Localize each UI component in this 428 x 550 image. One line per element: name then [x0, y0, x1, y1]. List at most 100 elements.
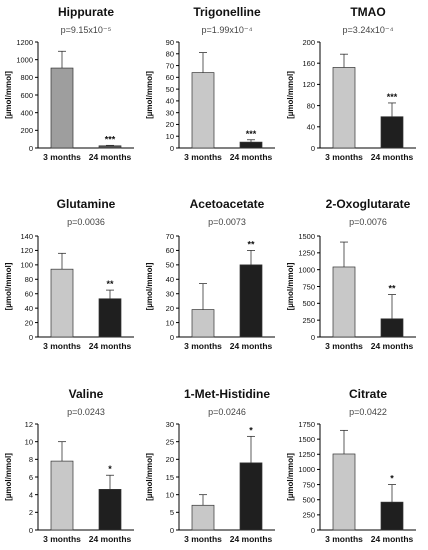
chart-8-significance: * — [390, 474, 394, 484]
chart-3-subtitle: p=0.0036 — [67, 217, 105, 227]
chart-0-ytick-label: 200 — [20, 126, 33, 135]
chart-6-ytick-label: 2 — [29, 508, 33, 517]
chart-3-ytick-label: 60 — [25, 290, 33, 299]
chart-7-category-label: 24 months — [230, 534, 273, 544]
chart-1-title: Trigonelline — [193, 5, 261, 19]
chart-1-ytick-label: 20 — [166, 120, 174, 129]
chart-4: Acetoacetate p=0.0073 [µmol/mmol] 0 10 20 30 40… — [145, 197, 275, 351]
chart-7-ytick-label: 5 — [170, 508, 174, 517]
chart-4-ytick-label: 30 — [166, 290, 174, 299]
chart-3-ytick-label: 80 — [25, 275, 33, 284]
chart-8-ytick-label: 750 — [302, 480, 315, 489]
chart-6-ytick-label: 6 — [29, 473, 33, 482]
chart-4-significance: ** — [247, 239, 255, 249]
chart-3-ytick-label: 120 — [20, 246, 33, 255]
chart-0-ylabel: [µmol/mmol] — [4, 71, 13, 119]
chart-8-ytick-label: 1750 — [298, 420, 315, 429]
chart-0-category-label: 3 months — [43, 152, 81, 162]
chart-8-title: Citrate — [349, 387, 387, 401]
chart-7-ylabel: [µmol/mmol] — [145, 453, 154, 501]
chart-8-category-label: 24 months — [371, 534, 414, 544]
chart-5: 2-Oxoglutarate p=0.0076 [µmol/mmol] 0 250 500… — [286, 197, 416, 351]
chart-7: 1-Met-Histidine p=0.0246 [µmol/mmol] 0 5 10 15… — [145, 387, 275, 544]
chart-1: Trigonelline p=1.99x10⁻⁴ [µmol/mmol] 0 10 20 3… — [145, 5, 275, 162]
chart-2-ytick-label: 120 — [302, 80, 315, 89]
chart-4-ytick-label: 20 — [166, 304, 174, 313]
chart-2-ytick-label: 80 — [307, 101, 315, 110]
chart-4-ytick-label: 60 — [166, 246, 174, 255]
chart-8-subtitle: p=0.0422 — [349, 407, 387, 417]
chart-0-ytick-label: 0 — [29, 144, 33, 153]
chart-2-ytick-label: 40 — [307, 123, 315, 132]
chart-4-bar — [191, 309, 215, 338]
chart-7-ytick-label: 0 — [170, 526, 174, 535]
chart-5-category-label: 3 months — [325, 341, 363, 351]
chart-2-bar — [380, 116, 404, 149]
chart-6-subtitle: p=0.0243 — [67, 407, 105, 417]
chart-8-bar — [332, 453, 356, 531]
chart-0: Hippurate p=9.15x10⁻⁵ [µmol/mmol] 0 200 400 60… — [4, 5, 134, 162]
chart-6: Valine p=0.0243 [µmol/mmol] 0 2 4 6 8 10 12 3 mont… — [4, 387, 134, 544]
chart-6-bar — [98, 489, 122, 531]
chart-8-category-label: 3 months — [325, 534, 363, 544]
chart-4-category-label: 3 months — [184, 341, 222, 351]
chart-5-title: 2-Oxoglutarate — [326, 197, 411, 211]
chart-0-ytick-label: 800 — [20, 73, 33, 82]
chart-2-ytick-label: 160 — [302, 59, 315, 68]
chart-1-ytick-label: 60 — [166, 73, 174, 82]
chart-2-subtitle: p=3.24x10⁻⁴ — [343, 25, 394, 35]
chart-6-ytick-label: 10 — [25, 437, 33, 446]
chart-8-ylabel: [µmol/mmol] — [286, 453, 295, 501]
chart-0-ytick-label: 400 — [20, 108, 33, 117]
chart-0-bar — [50, 67, 74, 149]
chart-1-category-label: 24 months — [230, 152, 273, 162]
chart-2-ytick-label: 0 — [311, 144, 315, 153]
chart-5-category-label: 24 months — [371, 341, 414, 351]
chart-2: TMAO p=3.24x10⁻⁴ [µmol/mmol] 0 40 80 120 160 200… — [286, 5, 416, 162]
chart-4-bar — [239, 264, 263, 338]
chart-1-significance: *** — [246, 129, 257, 139]
chart-3-category-label: 3 months — [43, 341, 81, 351]
chart-4-ytick-label: 70 — [166, 232, 174, 241]
chart-3-ytick-label: 140 — [20, 232, 33, 241]
chart-4-ytick-label: 40 — [166, 275, 174, 284]
chart-3-significance: ** — [106, 279, 114, 289]
chart-5-ytick-label: 1500 — [298, 232, 315, 241]
chart-4-title: Acetoacetate — [190, 197, 265, 211]
chart-4-ytick-label: 10 — [166, 318, 174, 327]
chart-2-title: TMAO — [350, 5, 385, 19]
chart-8: Citrate p=0.0422 [µmol/mmol] 0 250 500 750 1000… — [286, 387, 416, 544]
chart-0-ytick-label: 600 — [20, 91, 33, 100]
chart-1-ytick-label: 80 — [166, 50, 174, 59]
chart-3-category-label: 24 months — [89, 341, 132, 351]
chart-0-subtitle: p=9.15x10⁻⁵ — [61, 25, 112, 35]
chart-4-ytick-label: 0 — [170, 333, 174, 342]
chart-8-ytick-label: 1000 — [298, 465, 315, 474]
chart-1-bar — [239, 141, 263, 149]
chart-7-category-label: 3 months — [184, 534, 222, 544]
chart-3-ytick-label: 0 — [29, 333, 33, 342]
chart-6-category-label: 3 months — [43, 534, 81, 544]
chart-5-ytick-label: 750 — [302, 282, 315, 291]
chart-5-subtitle: p=0.0076 — [349, 217, 387, 227]
chart-2-ytick-label: 200 — [302, 38, 315, 47]
chart-1-bar — [191, 72, 215, 149]
chart-3-ytick-label: 100 — [20, 261, 33, 270]
chart-6-significance: * — [108, 464, 112, 474]
chart-5-significance: ** — [388, 284, 396, 294]
chart-0-category-label: 24 months — [89, 152, 132, 162]
chart-7-subtitle: p=0.0246 — [208, 407, 246, 417]
chart-1-ytick-label: 30 — [166, 108, 174, 117]
chart-6-category-label: 24 months — [89, 534, 132, 544]
chart-0-ytick-label: 1000 — [16, 55, 33, 64]
chart-5-ytick-label: 1250 — [298, 249, 315, 258]
chart-2-ylabel: [µmol/mmol] — [286, 71, 295, 119]
chart-7-ytick-label: 25 — [166, 437, 174, 446]
chart-3-bar — [98, 298, 122, 338]
chart-5-ytick-label: 250 — [302, 316, 315, 325]
chart-5-ytick-label: 500 — [302, 299, 315, 308]
chart-6-ylabel: [µmol/mmol] — [4, 453, 13, 501]
chart-7-ytick-label: 15 — [166, 473, 174, 482]
chart-7-ytick-label: 20 — [166, 455, 174, 464]
